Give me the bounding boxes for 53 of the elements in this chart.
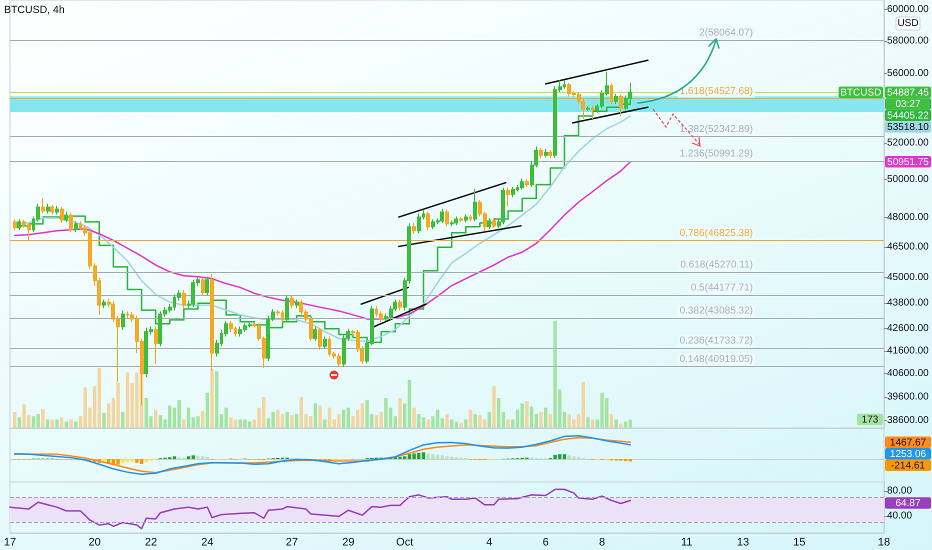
text: 54405.22: [887, 110, 930, 122]
x-tick-label: 22: [144, 536, 158, 548]
ref-line-label: 1.618(54527.68): [680, 86, 753, 97]
ref-line-label: 1.236(50991.29): [680, 148, 753, 160]
y-tick-label: 80.00: [887, 486, 912, 497]
x-tick-label: 13: [736, 536, 750, 548]
y-tick-label: 40600.00: [887, 368, 930, 380]
y-tick-label: 60000.00: [887, 4, 930, 15]
x-tick-label: 18: [878, 536, 890, 548]
x-tick-label: 15: [793, 536, 806, 548]
ref-line-label: 0.382(43085.32): [680, 306, 753, 317]
legend-label: BTCUSD: [840, 87, 882, 98]
text: 1253.06: [890, 448, 927, 460]
text: 64.87: [895, 498, 921, 509]
ref-line-label: 0.236(41733.72): [680, 335, 753, 346]
y-tick-label: 56000.00: [887, 68, 930, 80]
ref-line-label: 1.382(52342.89): [680, 124, 753, 136]
y-tick-label: 42600.00: [887, 323, 930, 334]
ref-line-label: 0.618(45270.11): [680, 260, 753, 271]
y-tick-label: 41600.00: [887, 345, 930, 356]
text: 03:27: [895, 98, 921, 110]
y-tick-label: 52000.00: [887, 137, 930, 148]
x-tick-label: 8: [599, 536, 606, 548]
x-tick-label: 11: [680, 536, 692, 548]
x-tick-label: 29: [342, 536, 354, 548]
ref-line-label: 0.5(44177.71): [690, 282, 753, 294]
text: 53518.10: [887, 122, 930, 133]
y-tick-label: 46500.00: [887, 242, 930, 253]
x-tick-label: 24: [201, 536, 214, 548]
text: 1467.67: [890, 437, 927, 448]
x-tick-label: 20: [88, 536, 101, 548]
text: 54887.45: [887, 87, 930, 98]
x-tick-label: 17: [4, 536, 16, 548]
text: -214.61: [891, 460, 926, 472]
text: 50951.75: [887, 156, 930, 168]
x-tick-label: Oct: [396, 536, 414, 548]
annotation: 173: [862, 414, 879, 426]
x-tick-label: 27: [286, 536, 298, 548]
y-tick-label: 38600.00: [887, 415, 930, 426]
y-axis-title: USD: [897, 18, 919, 29]
y-tick-label: 43800.00: [887, 297, 930, 308]
ref-line-label: 0.786(46825.38): [680, 228, 753, 240]
x-tick-label: 4: [486, 536, 492, 548]
y-tick-label: 58000.00: [887, 35, 930, 46]
x-tick-label: 6: [542, 536, 549, 548]
ref-line-label: 2(58064.07): [699, 27, 753, 38]
y-tick-label: 50000.00: [887, 174, 930, 185]
chart-title: BTCUSD, 4h: [4, 4, 65, 16]
y-tick-label: 39600.00: [887, 391, 930, 402]
y-tick-label: 40.00: [887, 510, 912, 522]
ref-line-label: 0.148(40919.05): [680, 354, 753, 365]
y-tick-label: 48000.00: [887, 212, 930, 223]
y-tick-label: 45000.00: [887, 272, 930, 284]
